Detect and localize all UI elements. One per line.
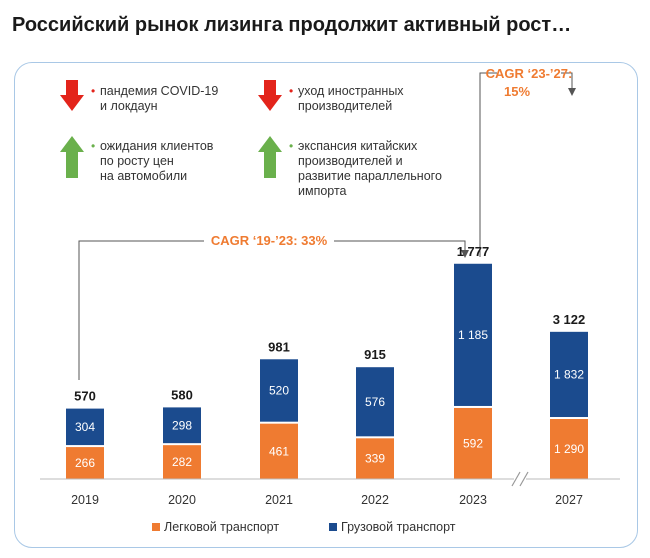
- cagr-23-27-connector: [479, 72, 497, 257]
- red-down-arrow-icon: [258, 80, 282, 111]
- bullet-icon: •: [91, 84, 95, 98]
- factor-covid: пандемия COVID-19 и локдаун: [100, 84, 222, 113]
- label-freight-2023: 1 185: [458, 328, 488, 342]
- label-total-2020: 580: [171, 387, 193, 402]
- factor-chinese-expansion: экспансия китайских производителей и раз…: [298, 139, 445, 198]
- bar-freight-2021: [260, 359, 298, 422]
- axis-break-icon: [511, 471, 521, 487]
- bullet-icon: •: [289, 84, 293, 98]
- page-title: Российский рынок лизинга продолжит актив…: [12, 14, 572, 36]
- label-freight-2019: 304: [75, 420, 95, 434]
- label-freight-2021: 520: [269, 383, 289, 397]
- x-label-2020: 2020: [168, 493, 196, 507]
- cagr-19-23-label: CAGR ‘19-’23: 33%: [211, 233, 328, 248]
- x-axis-labels: 2019 2020 2021 2022 2023 2027: [71, 493, 583, 507]
- green-up-arrow-icon: [60, 136, 84, 178]
- x-label-2023: 2023: [459, 493, 487, 507]
- label-freight-2027: 1 832: [554, 367, 584, 381]
- factor-bullets: • • • •: [91, 84, 293, 153]
- label-passenger-2022: 339: [365, 452, 385, 466]
- label-passenger-2027: 1 290: [554, 442, 584, 456]
- label-total-2023: 1 777: [457, 244, 490, 259]
- bar-freight-2023: [454, 263, 492, 406]
- cagr-23-27-arrow: [561, 72, 576, 96]
- bar-passenger-2020: [163, 445, 201, 479]
- label-total-2019: 570: [74, 389, 96, 404]
- chart-panel: [14, 62, 638, 548]
- label-passenger-2021: 461: [269, 444, 289, 458]
- factor-foreign-exit: уход иностранных производителей: [298, 84, 407, 113]
- bullet-icon: •: [289, 139, 293, 153]
- bar-passenger-2023: [454, 407, 492, 479]
- bar-freight-2020: [163, 407, 201, 444]
- bar-passenger-2027: [550, 419, 588, 479]
- label-passenger-2023: 592: [463, 436, 483, 450]
- bar-freight-2019: [66, 408, 104, 446]
- label-passenger-2019: 266: [75, 456, 95, 470]
- factor-icons: [60, 80, 282, 178]
- factor-texts: пандемия COVID-19 и локдаун уход иностра…: [100, 84, 445, 198]
- x-label-2021: 2021: [265, 493, 293, 507]
- cagr-connectors: [78, 72, 576, 380]
- bar-freight-2022: [356, 367, 394, 437]
- bar-passenger-2022: [356, 438, 394, 479]
- x-label-2022: 2022: [361, 493, 389, 507]
- label-freight-2020: 298: [172, 418, 192, 432]
- axis-break-icon: [519, 471, 529, 487]
- bar-freight-2027: [550, 331, 588, 418]
- red-down-arrow-icon: [60, 80, 84, 111]
- bar-passenger-2019: [66, 447, 104, 479]
- cagr-19-23-connector: [78, 240, 465, 380]
- legend-label-freight: Грузовой транспорт: [341, 520, 456, 534]
- label-passenger-2020: 282: [172, 455, 192, 469]
- label-total-2027: 3 122: [553, 312, 586, 327]
- legend-swatch-passenger: [152, 523, 160, 531]
- bar-passenger-2021: [260, 423, 298, 479]
- legend-label-passenger: Легковой транспорт: [164, 520, 279, 534]
- legend: Легковой транспорт Грузовой транспорт: [152, 520, 456, 534]
- baseline: [40, 471, 620, 487]
- bullet-icon: •: [91, 139, 95, 153]
- label-freight-2022: 576: [365, 395, 385, 409]
- label-total-2022: 915: [364, 347, 386, 362]
- label-total-2021: 981: [268, 339, 290, 354]
- bars-layer: [66, 263, 588, 479]
- x-label-2027: 2027: [555, 493, 583, 507]
- cagr-23-27-label: CAGR ‘23-’27:: [486, 66, 573, 81]
- factor-price-expectations: ожидания клиентов по росту цен на автомо…: [100, 139, 217, 183]
- legend-swatch-freight: [329, 523, 337, 531]
- x-label-2019: 2019: [71, 493, 99, 507]
- value-labels-layer: 266 304 570 282 298 580 461 520 981 339 576 915 592 1…: [74, 244, 585, 470]
- cagr-23-27-value: 15%: [504, 84, 530, 99]
- green-up-arrow-icon: [258, 136, 282, 178]
